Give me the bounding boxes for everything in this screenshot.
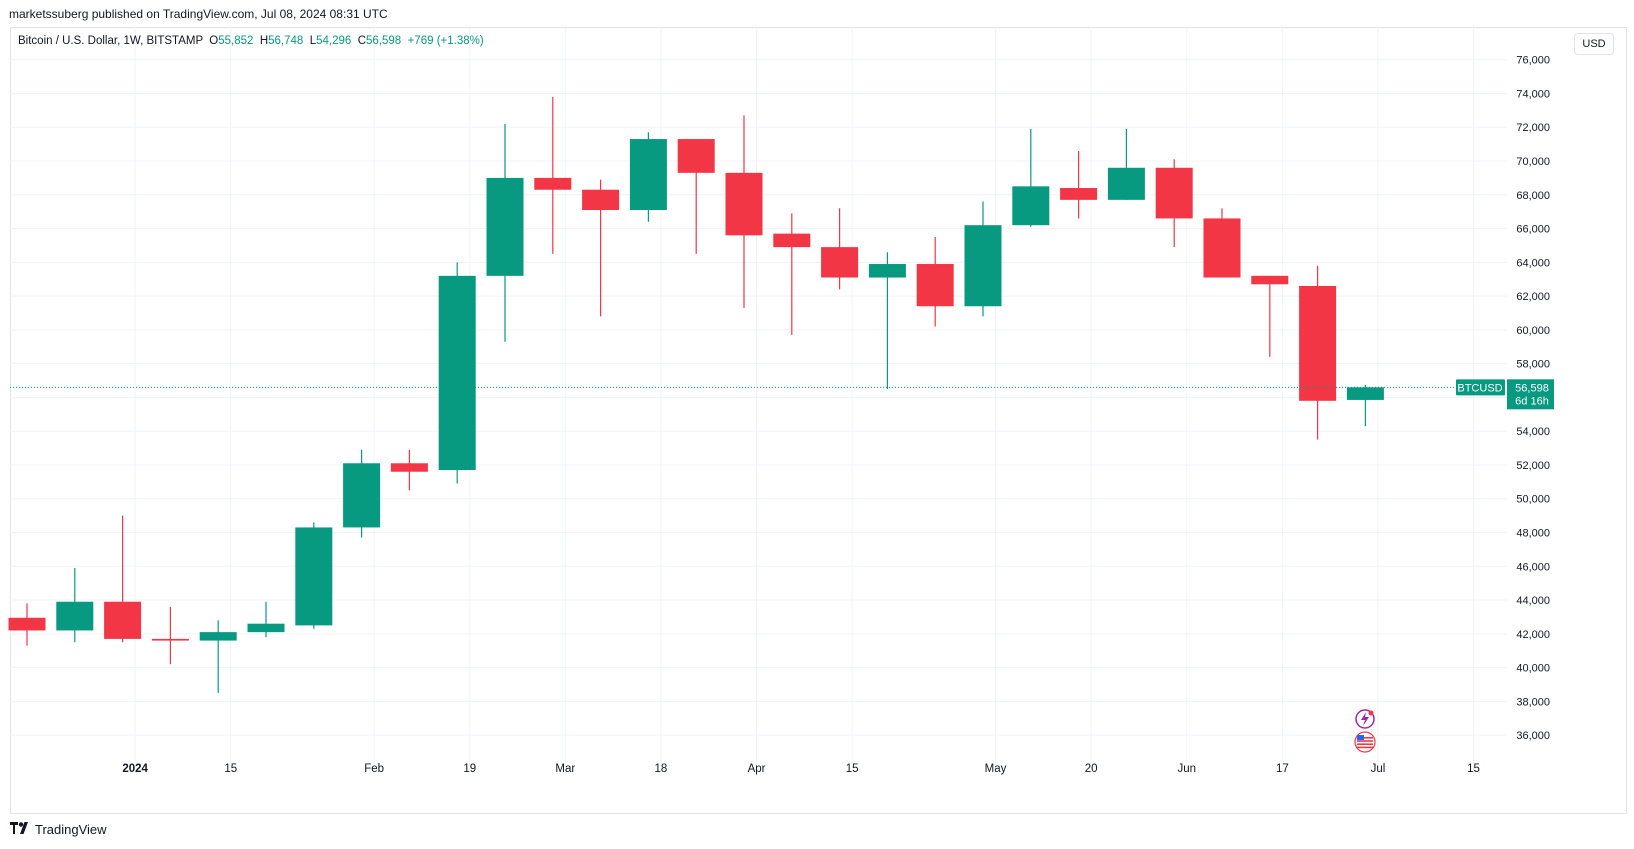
y-tick-label: 38,000 bbox=[1516, 696, 1550, 708]
y-tick-label: 44,000 bbox=[1516, 595, 1550, 607]
legend-low-label: L bbox=[309, 35, 317, 47]
candle-body bbox=[677, 139, 715, 173]
candle-body bbox=[56, 601, 94, 631]
legend-close-value: 56,598 bbox=[366, 35, 402, 47]
price-axis: 36,000 38,000 40,000 42,000 44,000 46,000 48,0… bbox=[1516, 55, 1550, 742]
x-tick-label: 15 bbox=[846, 763, 859, 775]
candle-body bbox=[438, 275, 476, 471]
candle-body bbox=[1155, 167, 1193, 219]
candle-body bbox=[1299, 285, 1337, 401]
legend-open-value: 55,852 bbox=[218, 35, 254, 47]
y-tick-label: 48,000 bbox=[1516, 528, 1550, 540]
chart-frame bbox=[10, 27, 1627, 814]
side-icons bbox=[1354, 709, 1376, 753]
price-tag-countdown: 6d 16h bbox=[1515, 395, 1549, 407]
lightning-bolt bbox=[1361, 712, 1369, 726]
candle-body bbox=[1346, 387, 1384, 400]
x-tick-label: Jun bbox=[1177, 763, 1196, 775]
y-tick-label: 74,000 bbox=[1516, 88, 1550, 100]
x-tick-label: Mar bbox=[555, 763, 575, 775]
candle-body bbox=[8, 617, 46, 631]
candle-body bbox=[104, 601, 142, 639]
x-tick-label: 19 bbox=[463, 763, 476, 775]
y-tick-label: 68,000 bbox=[1516, 190, 1550, 202]
y-tick-label: 70,000 bbox=[1516, 156, 1550, 168]
candle-body bbox=[964, 225, 1002, 307]
candle-body bbox=[868, 264, 906, 278]
y-tick-label: 58,000 bbox=[1516, 359, 1550, 371]
y-tick-label: 64,000 bbox=[1516, 257, 1550, 269]
tradingview-logo-icon bbox=[10, 822, 30, 837]
flag-canton bbox=[1357, 735, 1364, 740]
currency-button[interactable]: USD bbox=[1574, 33, 1614, 55]
price-tag-value: 56,598 bbox=[1515, 382, 1549, 394]
candle-body bbox=[773, 233, 811, 248]
flag-stripe bbox=[1357, 746, 1373, 749]
candle-body bbox=[916, 264, 954, 307]
candle-body bbox=[247, 623, 285, 633]
symbol-tag-text: BTCUSD bbox=[1457, 382, 1502, 394]
y-tick-label: 60,000 bbox=[1516, 325, 1550, 337]
flag-stripe bbox=[1357, 743, 1373, 745]
candle-body bbox=[534, 177, 572, 190]
candle-body bbox=[1012, 186, 1050, 226]
legend-symbol: Bitcoin / U.S. Dollar, 1W, BITSTAMP bbox=[18, 35, 203, 47]
chart-grid bbox=[10, 26, 1507, 776]
candle-body bbox=[151, 638, 189, 641]
flag-stripe bbox=[1357, 737, 1373, 739]
y-tick-label: 42,000 bbox=[1516, 629, 1550, 641]
candle-body bbox=[343, 463, 381, 528]
publisher-line: marketssuberg published on TradingView.c… bbox=[9, 7, 388, 21]
candle-body bbox=[1107, 167, 1145, 200]
legend-close-label: C bbox=[357, 35, 367, 47]
legend-open-label: O bbox=[209, 35, 219, 47]
candle-body bbox=[582, 189, 620, 210]
y-tick-label: 40,000 bbox=[1516, 663, 1550, 675]
candle-body bbox=[199, 632, 237, 641]
flag-stripe bbox=[1357, 740, 1373, 742]
x-tick-label: 15 bbox=[224, 763, 237, 775]
x-tick-label: 18 bbox=[655, 763, 668, 775]
y-tick-label: 76,000 bbox=[1516, 55, 1550, 67]
legend-high-value: 56,748 bbox=[268, 35, 304, 47]
x-tick-label: Apr bbox=[748, 763, 766, 775]
x-tick-label: 17 bbox=[1276, 763, 1289, 775]
candle-body bbox=[1251, 275, 1289, 285]
y-tick-label: 46,000 bbox=[1516, 561, 1550, 573]
x-tick-label: Feb bbox=[364, 763, 384, 775]
x-tick-label: 20 bbox=[1085, 763, 1098, 775]
y-tick-label: 36,000 bbox=[1516, 730, 1550, 742]
legend-change: +769 (+1.38%) bbox=[407, 35, 484, 47]
symbol-tag-bg bbox=[1456, 379, 1505, 396]
price-tag-bg bbox=[1507, 379, 1554, 410]
chart-legend: Bitcoin / U.S. Dollar, 1W, BITSTAMP O55,… bbox=[18, 35, 484, 47]
x-tick-label: Jul bbox=[1371, 763, 1386, 775]
tradingview-logo[interactable]: TradingView bbox=[10, 822, 107, 837]
candle-body bbox=[295, 527, 333, 626]
x-tick-label: May bbox=[985, 763, 1007, 775]
legend-low-value: 54,296 bbox=[316, 35, 352, 47]
candle-body bbox=[629, 139, 667, 210]
candle-body bbox=[390, 463, 428, 472]
candle-series bbox=[8, 96, 1384, 693]
candle-body bbox=[1060, 188, 1098, 200]
y-tick-label: 50,000 bbox=[1516, 494, 1550, 506]
x-tick-label: 2024 bbox=[122, 763, 148, 775]
legend-high-label: H bbox=[259, 35, 269, 47]
y-tick-label: 54,000 bbox=[1516, 426, 1550, 438]
candle-body bbox=[725, 172, 763, 236]
y-tick-label: 66,000 bbox=[1516, 224, 1550, 236]
candle-body bbox=[1203, 218, 1241, 278]
y-tick-label: 52,000 bbox=[1516, 460, 1550, 472]
notification-dot bbox=[1368, 710, 1374, 716]
y-tick-label: 72,000 bbox=[1516, 122, 1550, 134]
candle-body bbox=[486, 177, 524, 276]
y-tick-label: 62,000 bbox=[1516, 291, 1550, 303]
footer-brand: TradingView bbox=[35, 822, 107, 837]
x-tick-label: 15 bbox=[1467, 763, 1480, 775]
candle-body bbox=[821, 247, 859, 278]
time-axis: 2024 15 Feb 19 Mar 18 Apr 15 May 20 Jun 17 Jul 15 bbox=[122, 763, 1480, 775]
